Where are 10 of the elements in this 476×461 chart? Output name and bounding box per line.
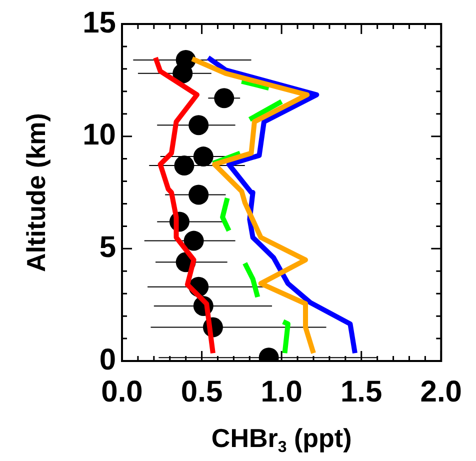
x-tick-label: 0.5 bbox=[180, 375, 223, 408]
x-tick-label: 0.0 bbox=[101, 375, 143, 408]
x-tick-label: 1.5 bbox=[340, 375, 382, 408]
y-tick-label: 0 bbox=[99, 343, 116, 376]
x-tick-label: 1.0 bbox=[260, 375, 302, 408]
y-tick-label: 5 bbox=[99, 230, 116, 264]
y-axis-title: Altitude (km) bbox=[21, 113, 52, 272]
y-tick-label: 15 bbox=[82, 6, 116, 40]
y-tick-label: 10 bbox=[82, 118, 116, 152]
x-tick-label: 2.0 bbox=[420, 375, 462, 408]
